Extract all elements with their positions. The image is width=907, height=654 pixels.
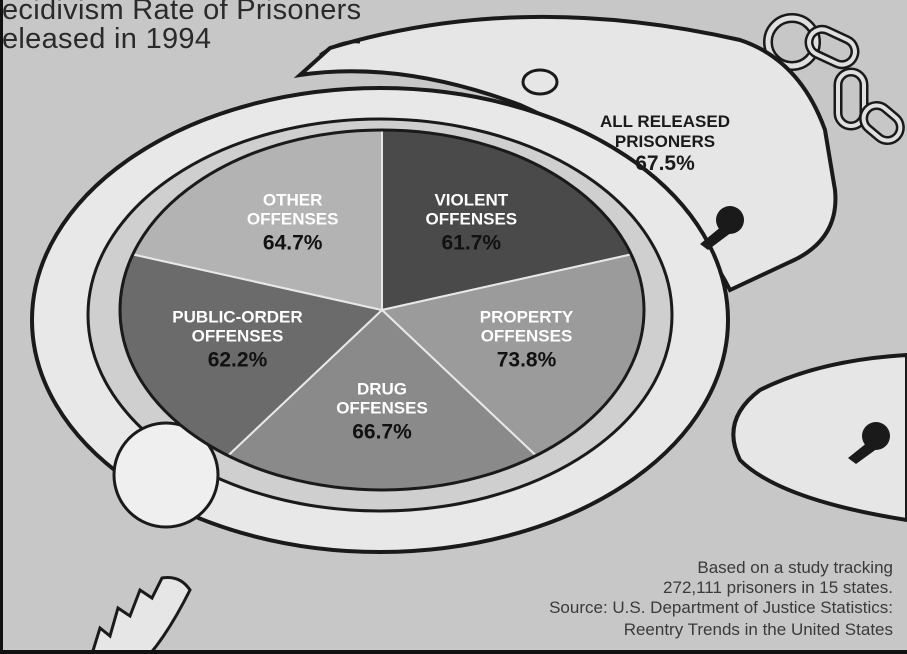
slice-label-other-line-2: OFFENSES	[247, 210, 339, 229]
source-line-2: Reentry Trends in the United States	[623, 620, 893, 639]
handcuff-body	[293, 14, 838, 293]
annotation-label-line-1: ALL RELEASED	[600, 112, 730, 131]
slice-label-drug-line-2: OFFENSES	[336, 398, 428, 417]
slice-label-violent: VIOLENT	[434, 191, 508, 210]
slice-label-property-line-2: OFFENSES	[481, 326, 573, 345]
keyhole-icon	[700, 206, 744, 250]
slice-value-violent: 61.7%	[442, 232, 502, 255]
second-handcuff	[731, 352, 907, 523]
annotation-label-line-2: PRISONERS	[615, 132, 715, 151]
annotation-value: 67.5%	[635, 152, 695, 175]
slice-label-other: OTHER	[263, 191, 323, 210]
note-line-1: Based on a study tracking	[697, 558, 893, 577]
slice-label-public-order: PUBLIC-ORDER	[172, 307, 302, 326]
pie-outline	[118, 128, 646, 492]
slice-value-property: 73.8%	[497, 348, 557, 371]
ratchet-icon	[90, 576, 192, 654]
slice-label-property: PROPERTY	[480, 307, 574, 326]
rivet-icon	[112, 421, 220, 529]
chart-title-line-2: eleased in 1994	[2, 23, 212, 55]
note-line-2: 272,111 prisoners in 15 states.	[663, 578, 893, 597]
chart-title-line-1: ecidivism Rate of Prisoners	[2, 0, 362, 26]
chain-icon	[763, 13, 905, 145]
keyhole-icon	[848, 422, 890, 464]
source-line-1: Source: U.S. Department of Justice Stati…	[549, 598, 893, 617]
slice-label-violent-line-2: OFFENSES	[426, 210, 518, 229]
slice-label-public-order-line-2: OFFENSES	[192, 326, 284, 345]
slice-value-drug: 66.7%	[352, 420, 412, 443]
pie-chart: VIOLENTOFFENSES61.7%PROPERTYOFFENSES73.8…	[118, 128, 646, 492]
slice-label-drug: DRUG	[357, 379, 407, 398]
slice-value-public-order: 62.2%	[208, 348, 268, 371]
slice-value-other: 64.7%	[263, 232, 323, 255]
